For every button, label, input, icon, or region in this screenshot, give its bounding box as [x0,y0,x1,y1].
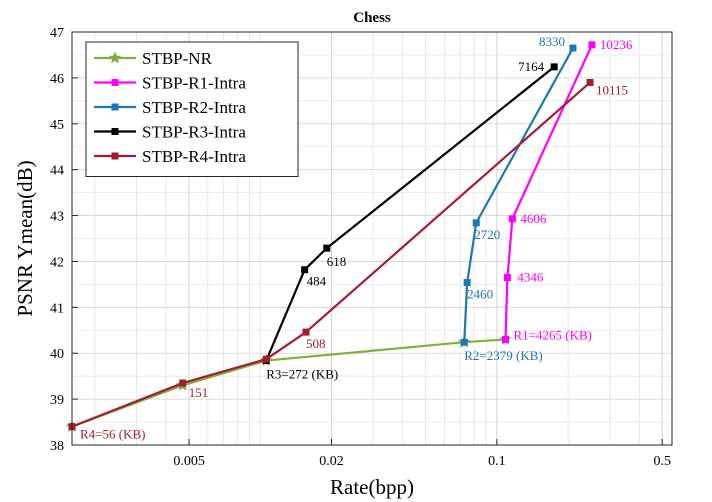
data-point [179,379,187,387]
data-point [586,78,594,86]
data-point [569,44,577,52]
series-line [504,44,593,340]
data-label: R4=56 (KB) [80,427,145,442]
data-label: 4346 [517,270,544,285]
plot-frame [71,31,673,446]
data-point [503,274,511,282]
data-label: 10236 [600,37,633,52]
legend-entry: STBP-R3-Intra [94,123,246,142]
data-point [301,266,309,274]
series-layer [65,41,596,433]
data-label: 10115 [596,82,628,97]
y-tick-label: 39 [50,393,64,408]
y-tick-label: 46 [50,72,64,87]
data-point [472,219,480,227]
data-point [302,328,310,336]
series-line [71,338,506,428]
data-label: 8330 [539,34,565,49]
legend-marker [111,152,119,160]
data-label: 4606 [520,211,547,226]
y-tick-label: 40 [50,347,64,362]
data-label: R1=4265 (KB) [514,327,592,342]
y-tick-label: 41 [50,301,64,316]
legend-label: STBP-NR [142,49,213,68]
data-label: 2460 [467,287,493,302]
x-tick-label: 0.02 [319,454,344,469]
legend-marker [111,79,119,86]
data-label: R2=2379 (KB) [464,348,542,363]
series-stbp-r1-intra [502,41,596,343]
y-tick-label: 47 [50,26,64,41]
tick-layer: 0.005 0.02 0.1 0.5 38 39 40 41 42 43 44 45 46 47 [50,26,671,469]
data-point [550,63,558,71]
data-point [588,41,596,49]
chart-title: Chess [353,10,391,26]
data-point [508,215,516,223]
data-label: R3=272 (KB) [266,367,338,382]
data-point [460,338,468,346]
x-tick-label: 0.5 [653,454,671,469]
series-stbp-r3-intra [262,63,558,365]
y-tick-label: 38 [50,439,64,454]
data-point [323,244,331,252]
data-label: 484 [307,274,327,289]
legend-marker [111,103,119,111]
legend-entry: STBP-NR [94,49,213,68]
legend-marker [108,51,122,64]
legend-entry: STBP-R1-Intra [94,74,246,93]
legend-box [85,41,299,177]
legend-label: STBP-R3-Intra [142,123,246,142]
y-tick-label: 43 [50,210,64,225]
x-axis-title: Rate(bpp) [330,475,414,499]
x-tick-label: 0.1 [488,454,506,469]
data-label: 151 [189,385,209,400]
y-tick-label: 44 [50,164,64,179]
data-label: 618 [327,254,347,269]
data-point [502,335,510,343]
y-axis-title: PSNR Ymean(dB) [13,160,37,316]
data-point [463,279,471,287]
series-line [463,47,574,343]
data-label: 2720 [474,227,500,242]
legend-label: STBP-R4-Intra [142,147,246,166]
x-tick-label: 0.005 [173,454,205,469]
y-tick-label: 45 [50,118,64,133]
data-label: 508 [306,336,326,351]
legend-entry: STBP-R4-Intra [94,147,246,166]
legend: STBP-NR STBP-R1-Intra STBP-R2-Intra STBP-R3… [85,41,299,177]
legend-label: STBP-R2-Intra [142,98,246,117]
y-tick-label: 42 [50,255,64,270]
data-label: 7164 [518,59,545,74]
series-line [265,66,555,361]
legend-entry: STBP-R2-Intra [94,98,246,117]
legend-label: STBP-R1-Intra [142,74,246,93]
series-stbp-r2-intra [460,44,577,346]
legend-marker [111,128,119,135]
data-point [262,355,270,363]
